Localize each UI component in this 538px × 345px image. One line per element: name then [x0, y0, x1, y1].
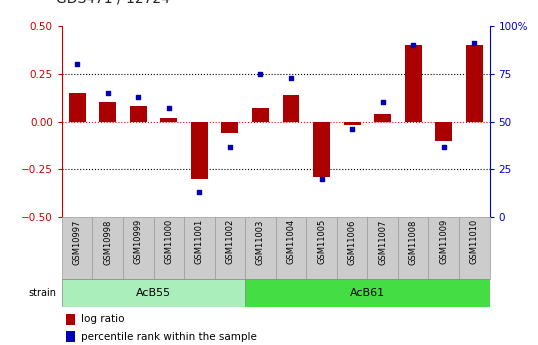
Bar [306, 217, 337, 279]
Bar [428, 217, 459, 279]
Bar [344, 122, 360, 126]
Point [378, 100, 387, 105]
Text: GSM10999: GSM10999 [134, 219, 143, 265]
Bar [398, 217, 428, 279]
Point [165, 106, 173, 111]
Text: GSM11007: GSM11007 [378, 219, 387, 265]
Bar [62, 217, 93, 279]
Bar [405, 45, 422, 122]
Point [103, 90, 112, 96]
Text: GSM11008: GSM11008 [409, 219, 417, 265]
Bar [184, 217, 215, 279]
Text: GSM10998: GSM10998 [103, 219, 112, 265]
Bar [123, 217, 153, 279]
Point [225, 144, 234, 149]
Text: GSM11009: GSM11009 [439, 219, 448, 265]
Bar [367, 217, 398, 279]
Text: GSM11010: GSM11010 [470, 219, 479, 265]
Point [348, 127, 356, 132]
Bar [245, 279, 490, 307]
Bar [93, 217, 123, 279]
Bar [62, 279, 245, 307]
Bar [69, 93, 86, 122]
Text: GDS471 / 12724: GDS471 / 12724 [56, 0, 171, 5]
Bar [466, 45, 483, 122]
Text: AcB61: AcB61 [350, 288, 385, 298]
Bar [66, 314, 75, 325]
Text: GSM11000: GSM11000 [164, 219, 173, 265]
Point [287, 75, 295, 80]
Point [317, 176, 326, 182]
Text: percentile rank within the sample: percentile rank within the sample [81, 332, 257, 342]
Point [256, 71, 265, 77]
Point [73, 61, 81, 67]
Bar [66, 331, 75, 342]
Text: GSM11002: GSM11002 [225, 219, 235, 265]
Text: GSM10997: GSM10997 [73, 219, 82, 265]
Text: strain: strain [29, 288, 56, 298]
Text: GSM11001: GSM11001 [195, 219, 204, 265]
Bar [245, 217, 275, 279]
Bar [374, 114, 391, 122]
Bar [252, 108, 269, 122]
Bar [337, 217, 367, 279]
Bar [153, 217, 184, 279]
Text: GSM11003: GSM11003 [256, 219, 265, 265]
Bar [160, 118, 177, 122]
Text: log ratio: log ratio [81, 315, 125, 324]
Text: GSM11006: GSM11006 [348, 219, 357, 265]
Bar [459, 217, 490, 279]
Bar [276, 217, 306, 279]
Bar [191, 122, 208, 179]
Text: GSM11004: GSM11004 [287, 219, 295, 265]
Text: AcB55: AcB55 [136, 288, 171, 298]
Text: GSM11005: GSM11005 [317, 219, 326, 265]
Point [195, 190, 204, 195]
Bar [100, 102, 116, 122]
Point [440, 144, 448, 149]
Bar [435, 122, 452, 141]
Point [470, 40, 479, 46]
Bar [222, 122, 238, 133]
Bar [130, 106, 147, 122]
Bar [313, 122, 330, 177]
Point [409, 42, 417, 48]
Bar [215, 217, 245, 279]
Point [134, 94, 143, 99]
Bar [282, 95, 300, 122]
